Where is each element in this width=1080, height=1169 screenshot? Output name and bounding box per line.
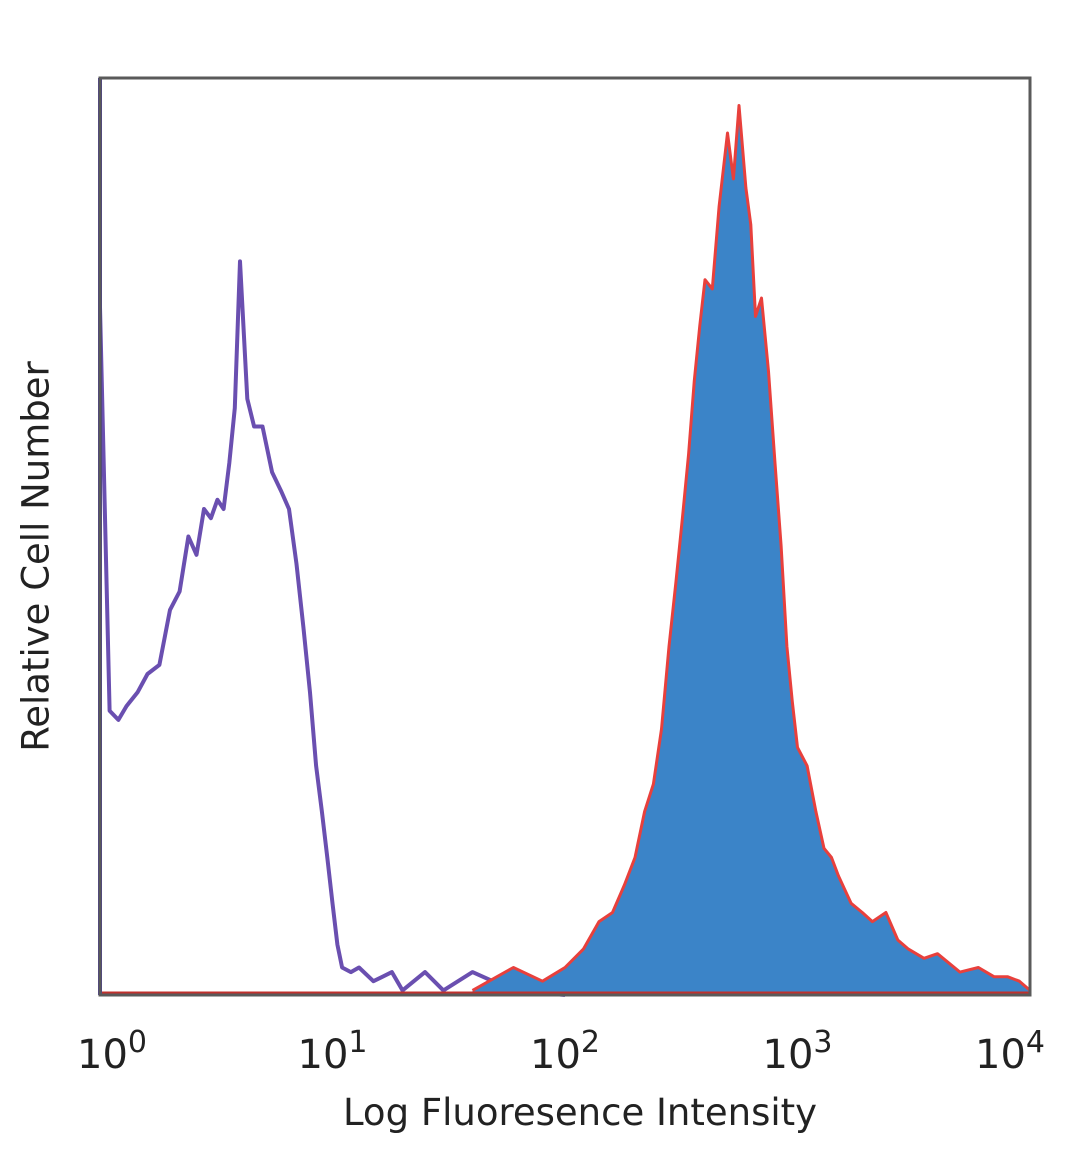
stained-histogram-outline — [471, 104, 1031, 992]
x-tick-label: 104 — [975, 1025, 1045, 1078]
x-tick-label: 102 — [530, 1025, 600, 1078]
x-tick-label: 103 — [763, 1025, 833, 1078]
y-axis-label: Relative Cell Number — [15, 360, 58, 751]
x-tick-label: 100 — [77, 1025, 147, 1078]
plot-frame — [98, 76, 1032, 997]
x-tick-label: 101 — [298, 1025, 368, 1078]
control-histogram-line — [98, 259, 566, 997]
x-axis-label: Log Fluoresence Intensity — [343, 1091, 817, 1134]
x-axis-ticks: 100 101 102 103 104 — [77, 1025, 1045, 1078]
stained-histogram-fill — [472, 105, 1030, 995]
